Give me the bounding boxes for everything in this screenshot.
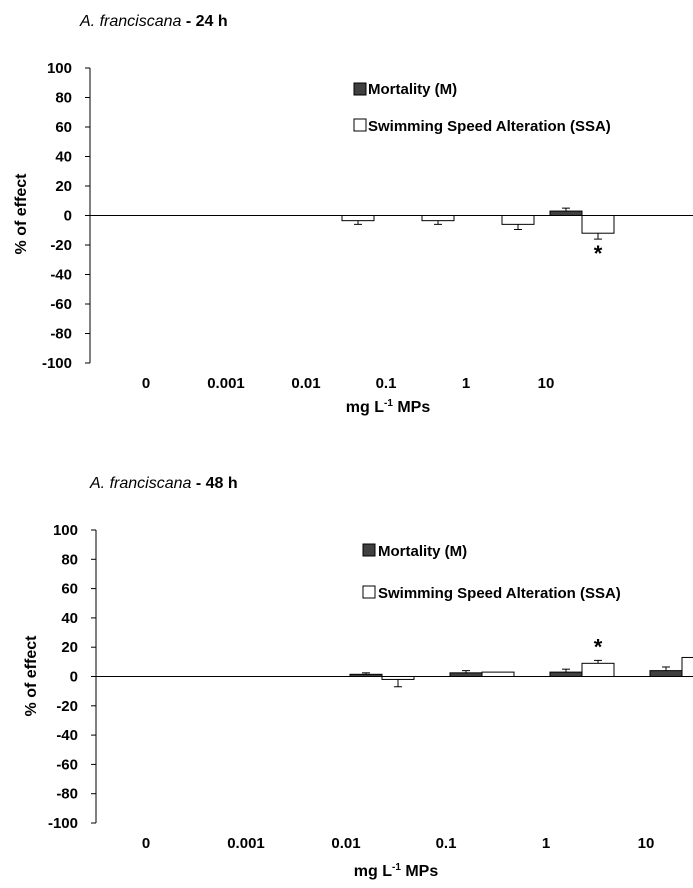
x-tick-label: 0.001 xyxy=(227,835,265,852)
x-tick-label: 0 xyxy=(142,375,150,392)
bar-mortality xyxy=(549,671,583,677)
legend-label-mortality: Mortality (M) xyxy=(378,543,467,560)
bar-ssa xyxy=(421,215,455,222)
x-tick-label: 1 xyxy=(462,375,470,392)
x-tick-label: 0.001 xyxy=(207,375,245,392)
y-tick-label: 0 xyxy=(64,208,72,225)
x-axis-label: mg L-1 MPs xyxy=(346,398,431,416)
x-tick-label: 10 xyxy=(538,375,555,392)
x-tick-label: 0.1 xyxy=(436,835,457,852)
x-tick-label: 0.1 xyxy=(376,375,397,392)
legend-swatch-mortality xyxy=(353,82,367,96)
y-axis-label: % of effect xyxy=(23,635,40,717)
y-tick-label: 100 xyxy=(47,60,72,77)
bar-ssa xyxy=(681,656,693,678)
bar-ssa xyxy=(481,671,515,677)
x-axis-label-tail: MPs xyxy=(401,863,438,880)
chart-title-species: A. franciscana xyxy=(79,13,181,30)
legend-label-ssa: Swimming Speed Alteration (SSA) xyxy=(378,585,621,602)
legend-swatch-mortality xyxy=(362,543,376,557)
legend-label-ssa: Swimming Speed Alteration (SSA) xyxy=(368,118,611,135)
significance-marker: * xyxy=(594,241,603,266)
bar-mortality xyxy=(549,210,583,216)
y-tick-label: -80 xyxy=(50,326,72,343)
chart-title-species: A. franciscana xyxy=(89,475,191,492)
y-tick-label: -60 xyxy=(56,756,78,773)
bar-mortality xyxy=(349,673,383,677)
y-axis-label: % of effect xyxy=(13,173,30,255)
y-tick-label: -100 xyxy=(42,355,72,372)
x-tick-label: 1 xyxy=(542,835,550,852)
x-axis-label-main: mg L xyxy=(354,863,392,880)
x-axis-label: mg L-1 MPs xyxy=(354,862,439,880)
legend-label-mortality: Mortality (M) xyxy=(368,81,457,98)
y-tick-label: 60 xyxy=(55,119,72,136)
y-tick-label: -40 xyxy=(50,267,72,284)
chart-24h: A. franciscana - 24 h % of effect mg L-1… xyxy=(13,13,693,416)
y-tick-label: -80 xyxy=(56,786,78,803)
chart-title-suffix: - 24 h xyxy=(181,13,227,30)
y-tick-label: 60 xyxy=(61,581,78,598)
x-axis-label-exponent: -1 xyxy=(392,862,401,873)
bar-ssa xyxy=(501,215,535,225)
y-tick-label: 0 xyxy=(70,669,78,686)
bar-ssa xyxy=(341,215,375,222)
y-tick-label: -60 xyxy=(50,296,72,313)
x-tick-label: 10 xyxy=(638,835,655,852)
y-tick-label: -40 xyxy=(56,727,78,744)
legend-swatch-ssa xyxy=(353,118,367,132)
x-tick-label: 0.01 xyxy=(291,375,320,392)
x-axis-label-exponent: -1 xyxy=(384,398,393,409)
y-tick-label: 100 xyxy=(53,522,78,539)
y-tick-label: -20 xyxy=(56,698,78,715)
significance-marker: * xyxy=(594,634,603,659)
chart-48h: A. franciscana - 48 h % of effect mg L-1… xyxy=(23,475,693,880)
x-tick-label: 0 xyxy=(142,835,150,852)
y-tick-label: 40 xyxy=(55,149,72,166)
y-tick-label: 80 xyxy=(55,90,72,107)
plot-area-24h: 100 80 60 40 20 0 -20 -40 -60 -80 -100 0 0.001 0.01 0.… xyxy=(42,60,693,392)
bar-mortality xyxy=(649,670,683,678)
y-tick-label: 80 xyxy=(61,551,78,568)
x-axis-label-tail: MPs xyxy=(393,399,430,416)
legend: Mortality (M) Swimming Speed Alteration … xyxy=(353,81,611,135)
chart-title-suffix: - 48 h xyxy=(191,475,237,492)
legend: Mortality (M) Swimming Speed Alteration … xyxy=(362,543,621,602)
y-tick-label: -100 xyxy=(48,815,78,832)
legend-swatch-ssa xyxy=(362,585,376,599)
bar-mortality xyxy=(449,672,483,678)
y-tick-label: 20 xyxy=(55,178,72,195)
bar-ssa xyxy=(381,676,415,680)
bar-ssa xyxy=(581,662,615,678)
y-tick-label: 20 xyxy=(61,639,78,656)
plot-area-48h: 100 80 60 40 20 0 -20 -40 -60 -80 -100 0 0.001 0.01 0.… xyxy=(48,522,693,852)
x-axis-label-main: mg L xyxy=(346,399,384,416)
bar-ssa xyxy=(581,215,615,234)
y-tick-label: 40 xyxy=(61,610,78,627)
x-tick-label: 0.01 xyxy=(331,835,360,852)
y-tick-label: -20 xyxy=(50,237,72,254)
chart-title: A. franciscana - 24 h xyxy=(79,13,228,30)
chart-title: A. franciscana - 48 h xyxy=(89,475,238,492)
